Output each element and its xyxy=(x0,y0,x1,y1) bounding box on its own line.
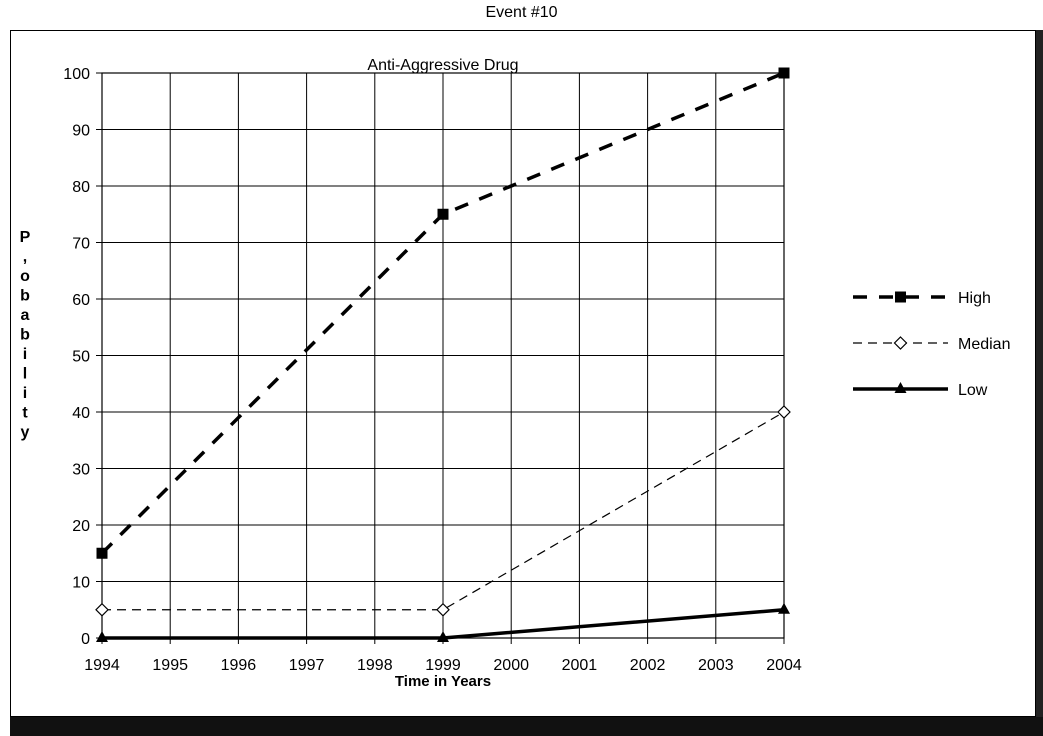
y-label-letter-5: b xyxy=(20,327,30,344)
x-tick-label-7: 2001 xyxy=(562,657,598,674)
scan-edge-bottom xyxy=(10,717,1043,736)
x-tick-label-2: 1996 xyxy=(221,657,257,674)
y-tick-label-7: 70 xyxy=(72,236,90,253)
point-median-2004 xyxy=(777,405,791,419)
y-axis-ticks: 0 10 20 30 40 50 60 70 80 90 100 xyxy=(63,66,102,648)
grid xyxy=(101,72,785,639)
x-tick-label-3: 1997 xyxy=(289,657,325,674)
x-tick-label-9: 2003 xyxy=(698,657,734,674)
legend-swatch-marker-high xyxy=(895,291,906,303)
page-header: Event #10 xyxy=(485,4,558,21)
y-label-letter-1: , xyxy=(23,249,27,266)
y-tick-label-3: 30 xyxy=(72,462,90,479)
x-tick-label-1: 1995 xyxy=(152,657,188,674)
series-high xyxy=(96,67,790,559)
x-tick-label-5: 1999 xyxy=(425,657,461,674)
series-line-median xyxy=(102,411,785,611)
y-tick-label-9: 90 xyxy=(72,123,90,140)
x-axis-ticks: 1994 1995 1996 1997 1998 1999 2000 2001 2002 2003… xyxy=(84,638,802,674)
y-tick-label-8: 80 xyxy=(72,179,90,196)
legend: High Median Low xyxy=(853,290,1010,399)
y-label-letter-0: P xyxy=(20,229,31,246)
legend-swatch-marker-low xyxy=(894,382,907,393)
y-tick-label-4: 40 xyxy=(72,405,90,422)
x-tick-label-4: 1998 xyxy=(357,657,393,674)
chart-title: Anti-Aggressive Drug xyxy=(367,57,518,74)
point-high-2004 xyxy=(778,67,790,79)
y-label-letter-3: b xyxy=(20,288,30,305)
legend-label-low: Low xyxy=(958,382,988,399)
legend-item-low: Low xyxy=(853,382,988,399)
y-tick-label-5: 50 xyxy=(72,349,90,366)
point-low-1999 xyxy=(437,631,449,642)
legend-item-median: Median xyxy=(853,336,1010,353)
y-tick-label-1: 10 xyxy=(72,575,90,592)
y-label-letter-4: a xyxy=(21,307,30,324)
legend-item-high: High xyxy=(853,290,991,307)
y-tick-label-10: 100 xyxy=(63,66,90,83)
point-median-1994 xyxy=(95,602,109,617)
y-label-letter-6: i xyxy=(23,346,27,363)
point-low-2004 xyxy=(778,602,790,614)
point-median-1999 xyxy=(436,602,450,617)
legend-label-median: Median xyxy=(958,336,1010,353)
series-low xyxy=(96,602,790,642)
scan-edge-right xyxy=(1036,30,1043,736)
y-tick-label-2: 20 xyxy=(72,518,90,535)
x-tick-label-8: 2002 xyxy=(630,657,666,674)
legend-swatch-marker-median xyxy=(893,336,908,350)
point-low-1994 xyxy=(96,631,108,642)
x-tick-label-6: 2000 xyxy=(493,657,529,674)
x-tick-label-0: 1994 xyxy=(84,657,120,674)
series-median xyxy=(95,405,791,617)
y-label-letter-8: i xyxy=(23,385,27,402)
x-axis-label: Time in Years xyxy=(395,673,491,690)
y-label-letter-2: o xyxy=(20,268,30,285)
series-group xyxy=(95,67,791,642)
y-label-letter-10: y xyxy=(21,424,30,441)
point-high-1994 xyxy=(96,547,108,559)
chart-frame xyxy=(10,30,1036,717)
point-high-1999 xyxy=(437,208,449,220)
y-tick-label-6: 60 xyxy=(72,292,90,309)
x-tick-label-10: 2004 xyxy=(766,657,802,674)
legend-label-high: High xyxy=(958,290,991,307)
y-tick-label-0: 0 xyxy=(81,631,90,648)
y-label-letter-7: l xyxy=(23,366,27,383)
y-label-letter-9: t xyxy=(22,405,28,422)
